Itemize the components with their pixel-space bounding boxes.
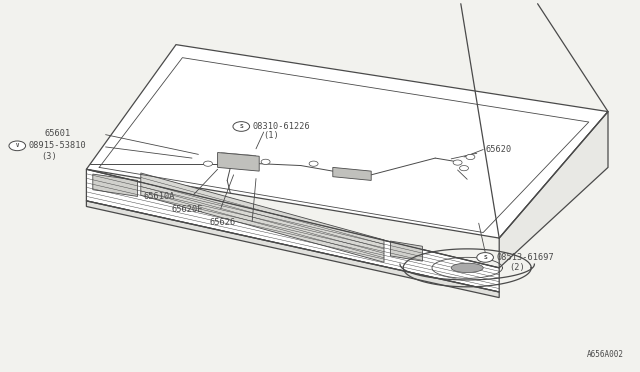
- Polygon shape: [451, 263, 483, 273]
- Text: S: S: [483, 255, 487, 260]
- Text: (3): (3): [42, 152, 58, 161]
- Polygon shape: [86, 45, 608, 238]
- Text: (2): (2): [509, 263, 525, 272]
- Text: A656A002: A656A002: [587, 350, 624, 359]
- Text: 65610A: 65610A: [144, 192, 175, 201]
- Text: 65620: 65620: [485, 145, 511, 154]
- Polygon shape: [333, 167, 371, 180]
- Text: S: S: [239, 124, 243, 129]
- Text: V: V: [15, 143, 19, 148]
- Polygon shape: [93, 174, 138, 196]
- Circle shape: [453, 160, 462, 165]
- Text: 65601: 65601: [45, 129, 71, 138]
- Polygon shape: [218, 153, 259, 171]
- Circle shape: [233, 122, 250, 131]
- Polygon shape: [141, 173, 384, 262]
- Polygon shape: [390, 241, 422, 261]
- Circle shape: [466, 154, 475, 160]
- Polygon shape: [86, 201, 499, 298]
- Circle shape: [309, 161, 318, 166]
- Circle shape: [204, 161, 212, 166]
- Polygon shape: [499, 112, 608, 268]
- Text: 65620E: 65620E: [172, 205, 203, 214]
- Text: 08513-61697: 08513-61697: [497, 253, 554, 262]
- Circle shape: [261, 159, 270, 164]
- Text: 65626: 65626: [210, 218, 236, 227]
- Text: (1): (1): [264, 131, 280, 140]
- Text: 08915-53810: 08915-53810: [29, 141, 86, 150]
- Circle shape: [477, 253, 493, 262]
- Polygon shape: [86, 169, 499, 292]
- Text: 08310-61226: 08310-61226: [253, 122, 310, 131]
- Circle shape: [460, 166, 468, 171]
- Circle shape: [9, 141, 26, 151]
